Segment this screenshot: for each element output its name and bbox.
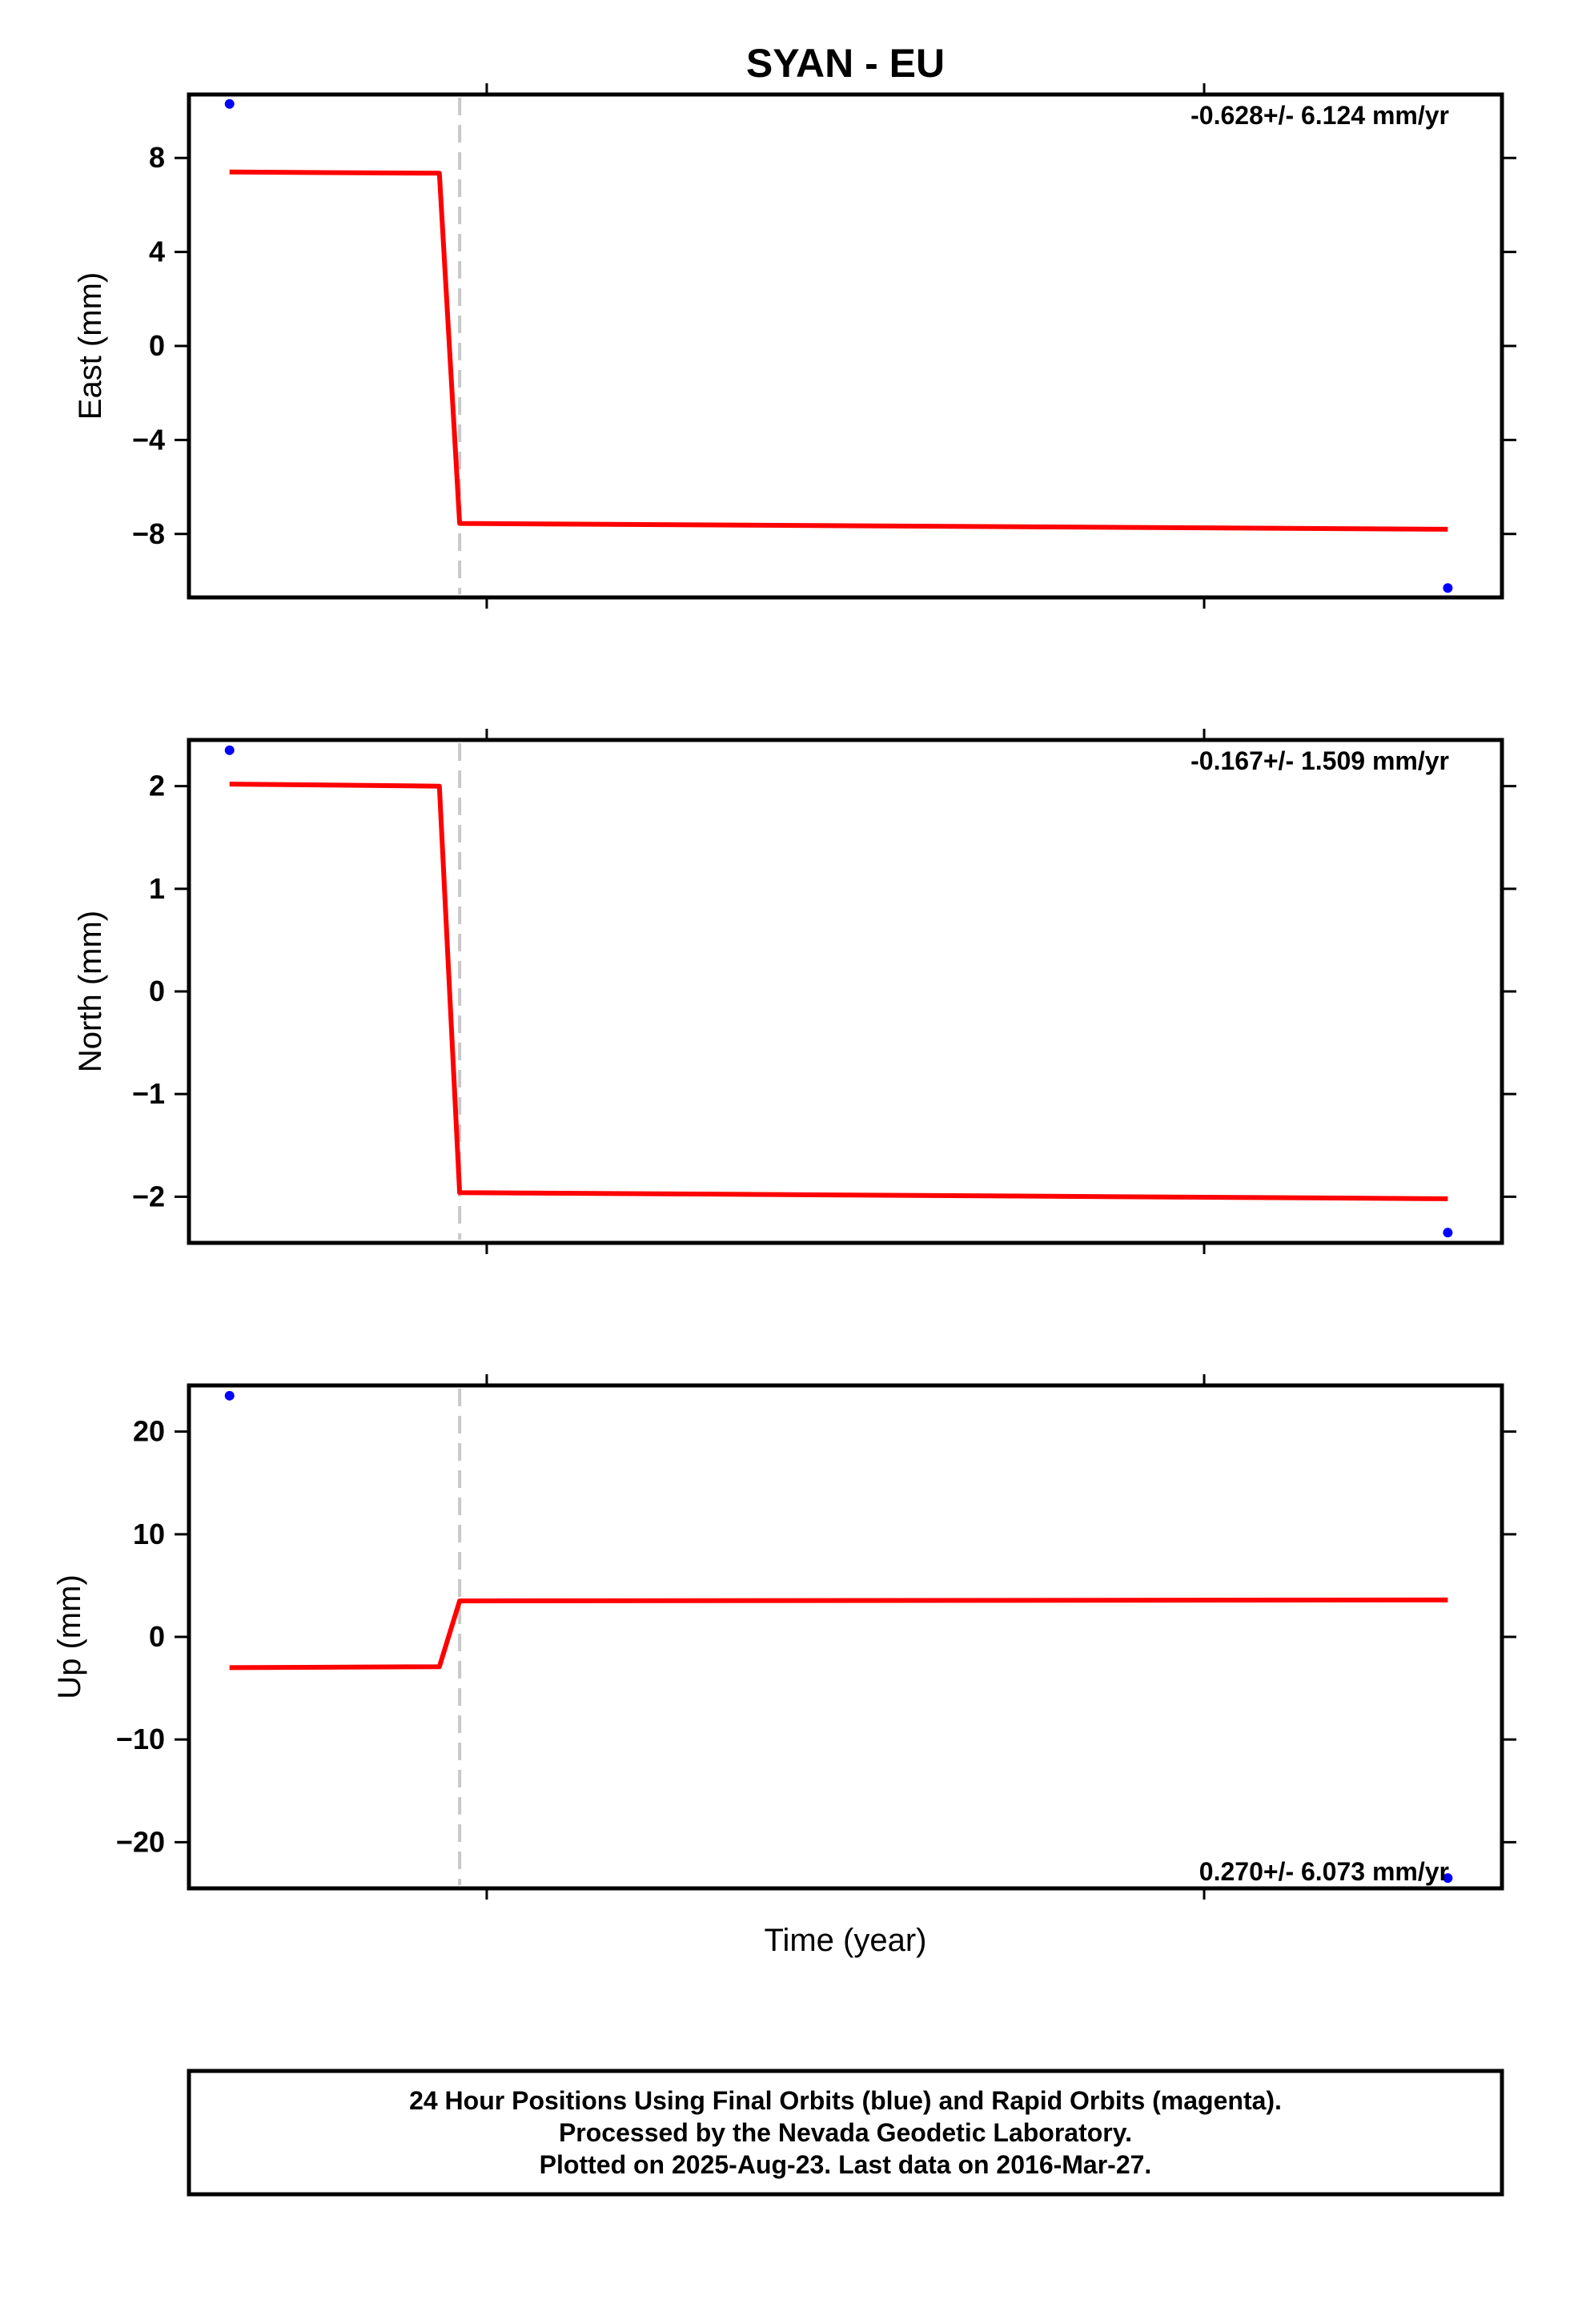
- north-y-tick-label: 0: [149, 975, 165, 1007]
- footer-box: 24 Hour Positions Using Final Orbits (bl…: [187, 2069, 1504, 2197]
- north-y-tick-label: −2: [132, 1180, 165, 1212]
- east-y-tick-label: 8: [149, 141, 165, 174]
- up-y-axis-label: Up (mm): [52, 1574, 87, 1699]
- up-y-tick-label: −10: [116, 1723, 165, 1755]
- up-ticks: 20 10 0 −10 −20: [116, 1374, 1516, 1900]
- north-frame: [187, 738, 1504, 1245]
- footer-line-3: Plotted on 2025-Aug-23. Last data on 201…: [540, 2150, 1152, 2179]
- north-model-line: [229, 782, 1448, 1201]
- x-axis-label: Time (year): [765, 1923, 927, 1958]
- east-y-tick-label: −4: [132, 423, 165, 456]
- north-data-point: [224, 745, 235, 755]
- north-y-axis-label: North (mm): [73, 911, 108, 1072]
- up-frame: [187, 1383, 1504, 1891]
- up-data-point: [1443, 1873, 1453, 1884]
- north-rate-label: -0.167+/- 1.509 mm/yr: [1191, 746, 1449, 775]
- north-data-point: [1443, 1228, 1453, 1238]
- east-ticks: 8 4 0 −4 −8: [132, 83, 1516, 609]
- up-plot-area: [224, 1389, 1453, 1885]
- up-y-tick-label: 20: [133, 1415, 165, 1448]
- up-data-point: [224, 1390, 235, 1401]
- north-y-tick-label: 2: [149, 770, 165, 802]
- north-plot-area: [224, 743, 1453, 1240]
- up-y-tick-label: −20: [116, 1825, 165, 1858]
- east-data-point: [224, 99, 235, 109]
- up-y-tick-label: 10: [133, 1518, 165, 1550]
- up-model-line: [229, 1597, 1448, 1671]
- east-y-tick-label: −8: [132, 517, 165, 550]
- footer-line-1: 24 Hour Positions Using Final Orbits (bl…: [409, 2086, 1282, 2115]
- up-y-tick-label: 0: [149, 1620, 165, 1653]
- up-panel: 20 10 0 −10 −20 Up (mm) 0.270+/- 6.073 mm/yr: [52, 1374, 1516, 1900]
- north-y-tick-label: 1: [149, 872, 165, 905]
- north-ticks: 2 1 0 −1 −2: [132, 729, 1516, 1254]
- east-y-tick-label: 0: [149, 329, 165, 362]
- east-panel: 8 4 0 −4 −8 East (mm) -0.628+/- 6.124 mm/yr: [73, 83, 1516, 609]
- north-y-tick-label: −1: [132, 1077, 165, 1110]
- chart-title: SYAN - EU: [746, 41, 945, 86]
- east-model-line: [229, 169, 1448, 532]
- east-data-point: [1443, 583, 1453, 593]
- east-y-tick-label: 4: [149, 235, 165, 268]
- east-plot-area: [224, 98, 1453, 594]
- east-rate-label: -0.628+/- 6.124 mm/yr: [1191, 101, 1449, 130]
- east-frame: [187, 92, 1504, 600]
- footer-line-2: Processed by the Nevada Geodetic Laborat…: [559, 2118, 1132, 2147]
- east-y-axis-label: East (mm): [73, 272, 108, 420]
- north-panel: 2 1 0 −1 −2 North (mm) -0.167+/- 1.509 mm/yr: [73, 729, 1516, 1254]
- up-rate-label: 0.270+/- 6.073 mm/yr: [1199, 1857, 1449, 1886]
